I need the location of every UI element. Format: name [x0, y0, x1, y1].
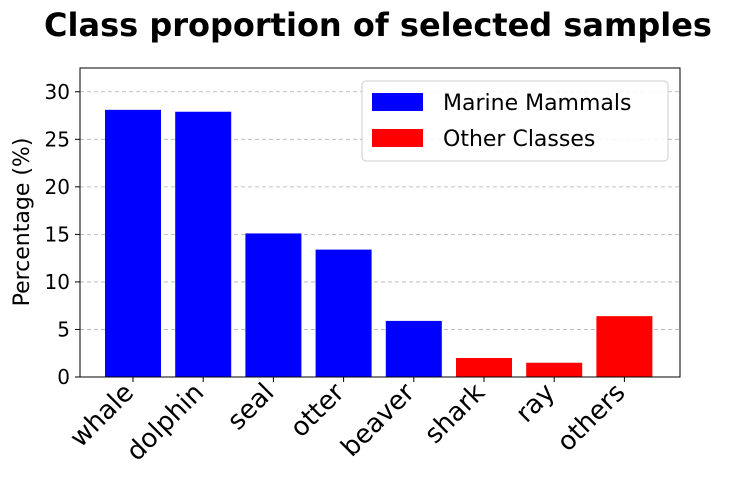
- bar-dolphin: [175, 111, 232, 377]
- plot-frame: [79, 67, 681, 378]
- y-axis-label: Percentage (%): [10, 138, 35, 307]
- x-tick-label-seal: seal: [222, 378, 280, 436]
- y-tick-label-0: 0: [57, 365, 70, 389]
- bar-others: [596, 316, 653, 377]
- bar-whale: [105, 109, 161, 377]
- bar-otter: [315, 249, 372, 377]
- legend-swatch-other-classes: [372, 129, 423, 147]
- x-tick-label-ray: ray: [510, 378, 561, 429]
- x-tick-label-others: others: [552, 378, 632, 458]
- y-tick-label-30: 30: [45, 80, 70, 104]
- y-tick-label-15: 15: [45, 222, 70, 246]
- bar-seal: [245, 233, 302, 377]
- x-tick-label-shark: shark: [419, 378, 491, 450]
- y-tick-label-5: 5: [57, 317, 70, 341]
- y-tick-label-25: 25: [45, 127, 70, 151]
- x-tick-label-dolphin: dolphin: [121, 378, 210, 467]
- legend: Marine Mammals Other Classes: [361, 80, 669, 162]
- legend-label-other-classes: Other Classes: [443, 127, 595, 152]
- bar-beaver: [385, 320, 442, 377]
- bar-shark: [456, 357, 512, 377]
- bar-ray: [526, 362, 583, 377]
- y-axis-ticks: 0 5 10 15 20 25 30: [45, 80, 80, 389]
- legend-box: [361, 80, 669, 162]
- y-tick-label-10: 10: [45, 270, 70, 294]
- chart-title: Class proportion of selected samples: [44, 6, 712, 44]
- bars: [105, 109, 653, 377]
- legend-swatch-marine-mammals: [372, 93, 423, 111]
- y-tick-label-20: 20: [45, 175, 70, 199]
- x-tick-label-otter: otter: [285, 378, 351, 444]
- legend-label-marine-mammals: Marine Mammals: [443, 91, 631, 116]
- x-tick-label-beaver: beaver: [336, 378, 421, 463]
